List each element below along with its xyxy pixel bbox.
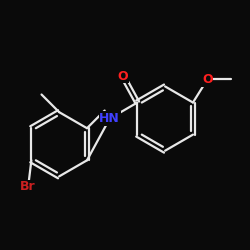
Text: Br: Br <box>20 180 36 193</box>
Text: HN: HN <box>99 112 120 125</box>
Text: O: O <box>118 70 128 83</box>
Text: O: O <box>202 73 213 86</box>
